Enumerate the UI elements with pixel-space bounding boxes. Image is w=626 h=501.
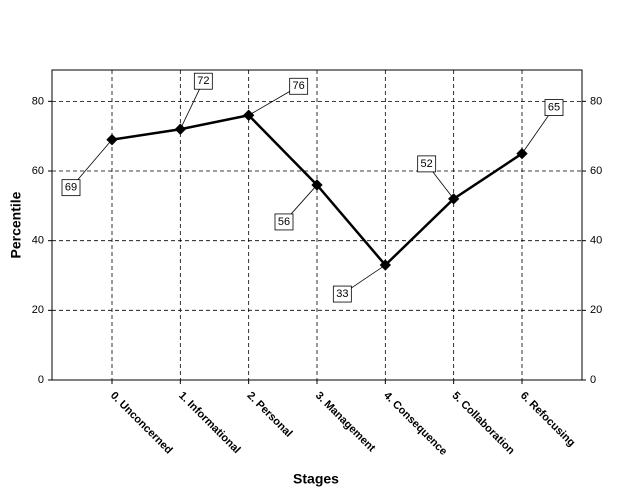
x-axis-title: Stages — [293, 471, 339, 487]
label-box — [332, 285, 352, 303]
x-tick-label: 1. Informational — [176, 390, 242, 456]
y2-tick-label: 60 — [590, 165, 602, 177]
label-box — [289, 77, 309, 95]
y2-tick-label: 20 — [590, 304, 602, 316]
label-box — [61, 179, 81, 197]
label-box — [544, 99, 564, 116]
label-box — [193, 72, 213, 90]
y2-tick-label: 40 — [590, 235, 602, 247]
y-tick-label: 20 — [32, 304, 44, 316]
label-box — [274, 213, 294, 231]
x-tick-label: 3. Management — [313, 390, 378, 455]
y-tick-label: 80 — [32, 95, 44, 107]
y-tick-label: 40 — [32, 235, 44, 247]
y2-tick-label: 80 — [590, 95, 602, 107]
y2-tick-label: 0 — [590, 374, 596, 386]
data-label: 56 — [278, 216, 290, 228]
x-tick-label: 4. Consequence — [381, 390, 449, 458]
x-tick-label: 6. Refocusing — [518, 390, 577, 449]
x-tick-label: 5. Collaboration — [449, 390, 516, 457]
label-box — [417, 155, 437, 173]
data-label: 76 — [293, 80, 305, 92]
data-label: 52 — [421, 158, 433, 170]
data-label: 69 — [65, 182, 77, 194]
data-label: 33 — [336, 288, 348, 300]
x-tick-label: 2. Personal — [244, 390, 294, 440]
x-tick-label: 0. Unconcerned — [108, 390, 175, 457]
y-tick-label: 60 — [32, 165, 44, 177]
data-label: 72 — [197, 75, 209, 87]
y-tick-label: 0 — [38, 374, 44, 386]
y-axis-title: Percentile — [8, 191, 24, 258]
data-label: 65 — [548, 102, 560, 114]
